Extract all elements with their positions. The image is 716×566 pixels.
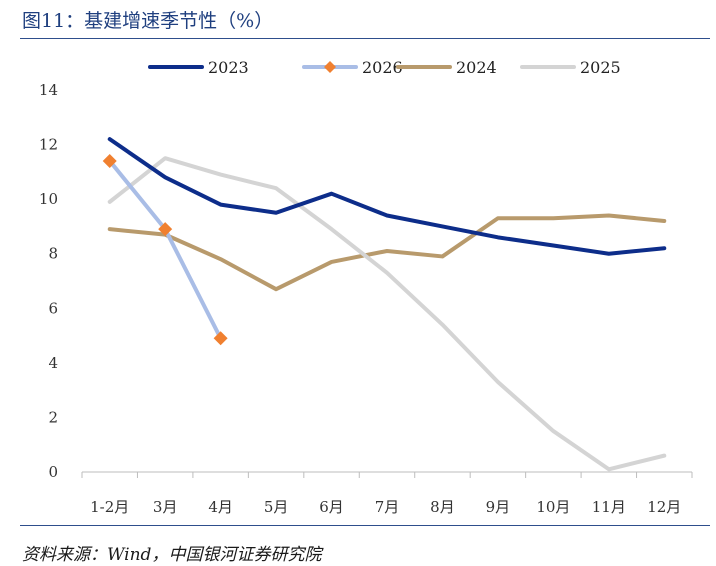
y-tick-label: 4 <box>48 354 58 372</box>
x-tick-label: 1-2月 <box>90 498 129 516</box>
x-tick-label: 5月 <box>264 498 289 516</box>
series-layer <box>102 137 667 472</box>
series-line-2024 <box>107 213 667 292</box>
legend-marker-2026 <box>324 61 336 73</box>
series-line-2023 <box>107 137 667 256</box>
top-rule <box>20 38 710 39</box>
bottom-rule <box>20 525 710 526</box>
y-tick-label: 6 <box>48 299 58 317</box>
x-tick-label: 8月 <box>430 498 455 516</box>
chart-legend: 2023 2026 2024 2025 <box>148 58 621 77</box>
y-tick-label: 0 <box>48 463 58 481</box>
legend-label-2026: 2026 <box>362 58 403 77</box>
series-line-2025 <box>107 156 667 472</box>
data-point-2026 <box>102 153 117 168</box>
x-tick-label: 4月 <box>208 498 233 516</box>
y-axis: 0 2 4 6 8 10 12 14 <box>39 81 58 481</box>
figure-title: 图11：基建增速季节性（%） <box>22 10 274 32</box>
y-tick-label: 10 <box>39 190 58 208</box>
data-point-2026 <box>213 331 228 346</box>
x-tick-label: 11月 <box>592 498 626 516</box>
x-tick-label: 7月 <box>375 498 400 516</box>
y-tick-label: 8 <box>48 245 58 263</box>
y-tick-label: 2 <box>48 408 58 426</box>
legend-label-2023: 2023 <box>208 58 249 77</box>
legend-label-2024: 2024 <box>456 58 497 77</box>
x-tick-label: 10月 <box>536 498 570 516</box>
x-axis: 1-2月 3月 4月 5月 6月 7月 8月 9月 10月 11月 12月 <box>81 471 693 516</box>
x-tick-label: 12月 <box>647 498 681 516</box>
x-tick-label: 9月 <box>486 498 511 516</box>
legend-label-2025: 2025 <box>580 58 621 77</box>
source-note: 资料来源：Wind，中国银河证券研究院 <box>22 545 322 565</box>
data-point-2026 <box>158 222 173 237</box>
y-tick-label: 12 <box>39 136 58 154</box>
x-tick-label: 3月 <box>153 498 178 516</box>
y-tick-label: 14 <box>39 81 58 99</box>
x-tick-label: 6月 <box>319 498 344 516</box>
